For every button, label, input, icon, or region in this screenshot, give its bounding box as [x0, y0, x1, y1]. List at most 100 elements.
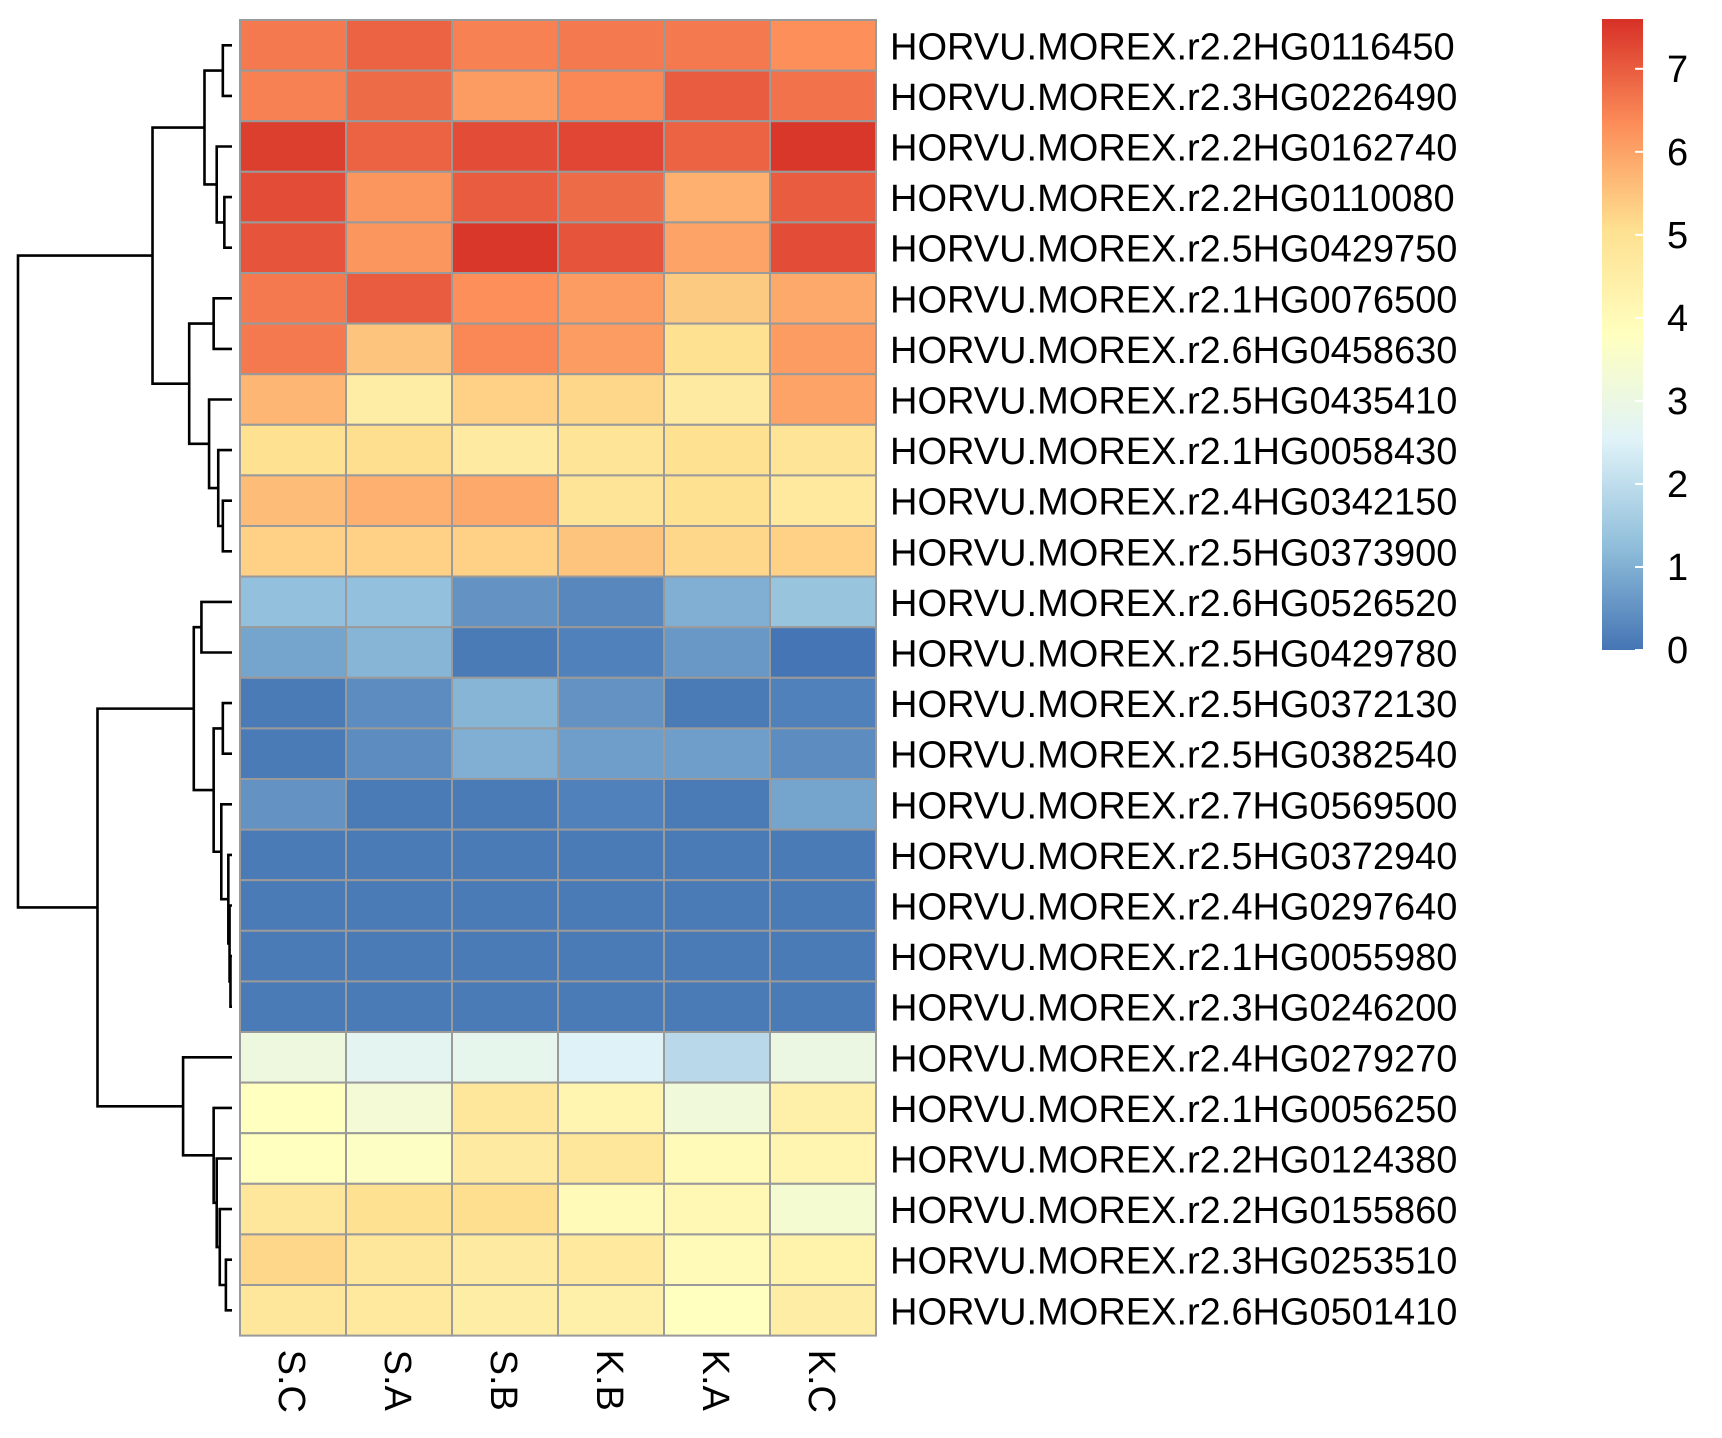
heatmap-cell: [345, 778, 453, 831]
heatmap-cell: [239, 980, 347, 1034]
heatmap-cell: [345, 1182, 453, 1236]
heatmap-cell: [769, 69, 877, 123]
heatmap-cell: [769, 1132, 877, 1185]
heatmap-cells: [239, 19, 877, 1337]
heatmap-cell: [769, 828, 877, 882]
heatmap-cell: [345, 1031, 453, 1084]
heatmap-cell: [769, 575, 877, 629]
heatmap-cell: [663, 423, 771, 477]
heatmap-cell: [769, 373, 877, 426]
heatmap-cell: [239, 676, 347, 730]
heatmap-cell: [557, 170, 665, 224]
heatmap-cell: [663, 828, 771, 882]
heatmap-cell: [557, 676, 665, 730]
heatmap-cell: [239, 1031, 347, 1084]
row-label: HORVU.MOREX.r2.1HG0055980: [890, 937, 1457, 979]
heatmap-cell: [239, 221, 347, 274]
heatmap-cell: [663, 1284, 771, 1337]
heatmap-cell: [663, 221, 771, 274]
heatmap-cell: [557, 1233, 665, 1287]
heatmap-cell: [663, 525, 771, 578]
heatmap-cell: [769, 120, 877, 173]
heatmap-cell: [345, 1233, 453, 1287]
heatmap-cell: [239, 1233, 347, 1287]
row-label: HORVU.MOREX.r2.2HG0116450: [890, 26, 1455, 68]
heatmap-cell: [345, 170, 453, 224]
column-label: S.B: [482, 1350, 524, 1411]
heatmap-cell: [663, 19, 771, 72]
colorbar-tick-label: 4: [1667, 298, 1688, 340]
row-label: HORVU.MOREX.r2.5HG0372130: [890, 684, 1457, 726]
heatmap-cell: [769, 929, 877, 983]
heatmap-cell: [239, 423, 347, 477]
row-label: HORVU.MOREX.r2.4HG0297640: [890, 887, 1457, 929]
heatmap-cell: [239, 120, 347, 173]
heatmap-cell: [769, 1284, 877, 1337]
dendrogram-branch: [203, 69, 223, 186]
heatmap-cell: [345, 373, 453, 426]
heatmap-cell: [345, 525, 453, 578]
column-labels: S.C S.A S.B K.B K.A K.C: [270, 1350, 842, 1413]
heatmap-cell: [663, 474, 771, 527]
colorbar-tick-label: 7: [1667, 49, 1688, 91]
heatmap-cell: [239, 727, 347, 781]
heatmap-cell: [345, 626, 453, 679]
heatmap-cell: [451, 879, 559, 932]
row-label: HORVU.MOREX.r2.3HG0226490: [890, 77, 1457, 119]
heatmap-cell: [345, 474, 453, 527]
column-label: K.C: [800, 1350, 842, 1413]
heatmap-cell: [345, 575, 453, 629]
heatmap-cell: [239, 272, 347, 325]
dendrogram-branch: [221, 44, 232, 98]
dendrogram-branch: [224, 1258, 232, 1312]
heatmap-cell: [663, 120, 771, 173]
row-label: HORVU.MOREX.r2.3HG0253510: [890, 1241, 1457, 1283]
heatmap-cell: [663, 1182, 771, 1236]
heatmap-cell: [345, 69, 453, 123]
heatmap-cell: [345, 676, 453, 730]
heatmap-cell: [239, 1284, 347, 1337]
heatmap-cell: [239, 373, 347, 426]
colorbar-legend: 0 1 2 3 4 5 6 7: [1602, 19, 1688, 672]
row-label: HORVU.MOREX.r2.6HG0526520: [890, 583, 1457, 625]
heatmap-cell: [663, 879, 771, 932]
dendrogram-branch: [223, 195, 232, 249]
row-label: HORVU.MOREX.r2.1HG0076500: [890, 279, 1457, 321]
row-label: HORVU.MOREX.r2.7HG0569500: [890, 785, 1457, 827]
row-label: HORVU.MOREX.r2.5HG0372940: [890, 836, 1457, 878]
dendrogram-branch: [151, 126, 205, 385]
heatmap-cell: [557, 980, 665, 1034]
heatmap-cell: [557, 69, 665, 123]
heatmap-cell: [769, 1233, 877, 1287]
heatmap-cell: [557, 727, 665, 781]
heatmap-cell: [451, 1233, 559, 1287]
heatmap-cell: [239, 1182, 347, 1236]
heatmap-cell: [345, 929, 453, 983]
heatmap-cell: [345, 19, 453, 72]
heatmap-cell: [451, 69, 559, 123]
heatmap-cell: [557, 1132, 665, 1185]
row-label: HORVU.MOREX.r2.6HG0501410: [890, 1291, 1457, 1333]
heatmap-cell: [451, 727, 559, 781]
dendrogram-branch: [16, 254, 153, 909]
heatmap-cell: [239, 626, 347, 679]
heatmap-cell: [557, 778, 665, 831]
heatmap-cell: [769, 1182, 877, 1236]
column-label: K.A: [694, 1350, 736, 1412]
heatmap-cell: [239, 69, 347, 123]
heatmap-cell: [451, 272, 559, 325]
heatmap-cell: [451, 626, 559, 679]
heatmap-cell: [557, 423, 665, 477]
heatmap-cell: [557, 120, 665, 173]
heatmap-cell: [557, 19, 665, 72]
row-label: HORVU.MOREX.r2.2HG0124380: [890, 1140, 1457, 1182]
heatmap-cell: [557, 1182, 665, 1236]
heatmap-cell: [663, 676, 771, 730]
dendrogram-branch: [181, 1056, 232, 1157]
heatmap-cell: [345, 1081, 453, 1135]
column-label: K.B: [588, 1350, 630, 1411]
heatmap-cell: [557, 474, 665, 527]
heatmap-cell: [769, 170, 877, 224]
heatmap-cell: [557, 828, 665, 882]
heatmap-cell: [769, 980, 877, 1034]
